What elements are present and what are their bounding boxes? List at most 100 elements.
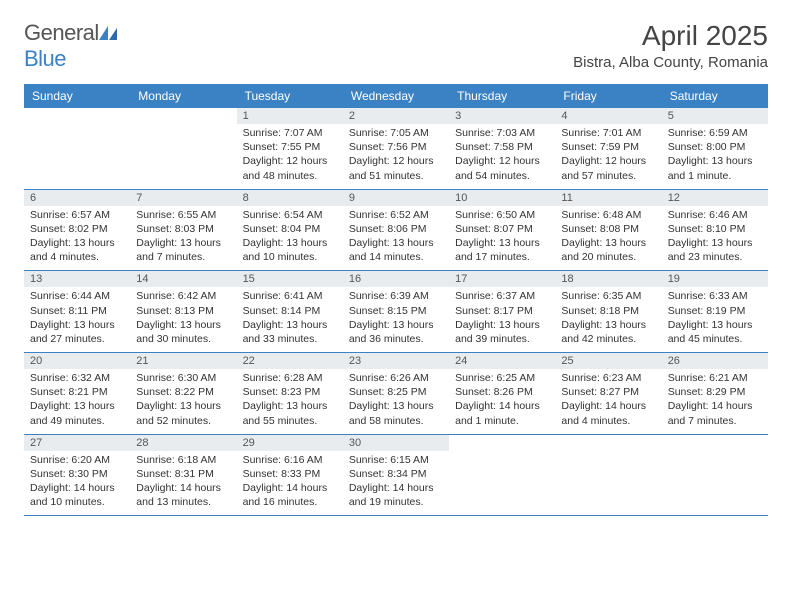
location-text: Bistra, Alba County, Romania [573, 54, 768, 71]
day-details: Sunrise: 6:42 AMSunset: 8:13 PMDaylight:… [130, 289, 236, 352]
day-details: Sunrise: 6:52 AMSunset: 8:06 PMDaylight:… [343, 208, 449, 271]
day-details: Sunrise: 6:26 AMSunset: 8:25 PMDaylight:… [343, 371, 449, 434]
calendar-day-cell: 19Sunrise: 6:33 AMSunset: 8:19 PMDayligh… [662, 271, 768, 353]
weekday-header: Wednesday [343, 84, 449, 108]
day-number: 10 [449, 190, 555, 206]
day-details: Sunrise: 6:25 AMSunset: 8:26 PMDaylight:… [449, 371, 555, 434]
calendar-day-cell: 15Sunrise: 6:41 AMSunset: 8:14 PMDayligh… [237, 271, 343, 353]
calendar-day-cell: 23Sunrise: 6:26 AMSunset: 8:25 PMDayligh… [343, 353, 449, 435]
day-details: Sunrise: 6:23 AMSunset: 8:27 PMDaylight:… [555, 371, 661, 434]
day-number: 13 [24, 271, 130, 287]
day-number: 25 [555, 353, 661, 369]
calendar-day-cell: 8 Sunrise: 6:54 AMSunset: 8:04 PMDaylight… [237, 189, 343, 271]
calendar-day-cell: 17Sunrise: 6:37 AMSunset: 8:17 PMDayligh… [449, 271, 555, 353]
day-details: Sunrise: 7:03 AMSunset: 7:58 PMDaylight:… [449, 126, 555, 189]
day-number: 2 [343, 108, 449, 124]
calendar-day-cell: 9 Sunrise: 6:52 AMSunset: 8:06 PMDaylight… [343, 189, 449, 271]
day-details: Sunrise: 6:30 AMSunset: 8:22 PMDaylight:… [130, 371, 236, 434]
calendar-week-row: 20 Sunrise: 6:32 AMSunset: 8:21 PMDayligh… [24, 353, 768, 435]
day-details: Sunrise: 6:28 AMSunset: 8:23 PMDaylight:… [237, 371, 343, 434]
calendar-day-cell: 25 Sunrise: 6:23 AMSunset: 8:27 PMDayligh… [555, 353, 661, 435]
calendar-day-cell: 7 Sunrise: 6:55 AMSunset: 8:03 PMDaylight… [130, 189, 236, 271]
calendar-empty-cell [449, 434, 555, 516]
day-number: 24 [449, 353, 555, 369]
day-number: 21 [130, 353, 236, 369]
calendar-body: 1 Sunrise: 7:07 AMSunset: 7:55 PMDaylight… [24, 108, 768, 516]
weekday-header: Thursday [449, 84, 555, 108]
calendar-week-row: 13 Sunrise: 6:44 AMSunset: 8:11 PMDayligh… [24, 271, 768, 353]
day-details: Sunrise: 7:07 AMSunset: 7:55 PMDaylight:… [237, 126, 343, 189]
logo-text-blue: Blue [24, 46, 66, 71]
calendar-table: SundayMondayTuesdayWednesdayThursdayFrid… [24, 84, 768, 516]
day-details: Sunrise: 7:01 AMSunset: 7:59 PMDaylight:… [555, 126, 661, 189]
day-number: 4 [555, 108, 661, 124]
calendar-week-row: 27Sunrise: 6:20 AMSunset: 8:30 PMDayligh… [24, 434, 768, 516]
calendar-day-cell: 3 Sunrise: 7:03 AMSunset: 7:58 PMDaylight… [449, 108, 555, 189]
day-number: 7 [130, 190, 236, 206]
day-number: 20 [24, 353, 130, 369]
day-details: Sunrise: 6:48 AMSunset: 8:08 PMDaylight:… [555, 208, 661, 271]
day-number: 27 [24, 435, 130, 451]
day-number: 26 [662, 353, 768, 369]
weekday-header: Friday [555, 84, 661, 108]
calendar-day-cell: 16Sunrise: 6:39 AMSunset: 8:15 PMDayligh… [343, 271, 449, 353]
calendar-day-cell: 18Sunrise: 6:35 AMSunset: 8:18 PMDayligh… [555, 271, 661, 353]
calendar-week-row: 1 Sunrise: 7:07 AMSunset: 7:55 PMDaylight… [24, 108, 768, 189]
day-number: 9 [343, 190, 449, 206]
day-details: Sunrise: 6:54 AMSunset: 8:04 PMDaylight:… [237, 208, 343, 271]
sail-icon [99, 26, 117, 40]
calendar-day-cell: 26 Sunrise: 6:21 AMSunset: 8:29 PMDayligh… [662, 353, 768, 435]
calendar-day-cell: 11 Sunrise: 6:48 AMSunset: 8:08 PMDayligh… [555, 189, 661, 271]
day-details: Sunrise: 6:21 AMSunset: 8:29 PMDaylight:… [662, 371, 768, 434]
day-number: 5 [662, 108, 768, 124]
logo-text: GeneralBlue [24, 20, 117, 72]
calendar-day-cell: 12 Sunrise: 6:46 AMSunset: 8:10 PMDayligh… [662, 189, 768, 271]
weekday-header: Monday [130, 84, 236, 108]
calendar-day-cell: 13 Sunrise: 6:44 AMSunset: 8:11 PMDayligh… [24, 271, 130, 353]
calendar-day-cell: 20 Sunrise: 6:32 AMSunset: 8:21 PMDayligh… [24, 353, 130, 435]
day-details: Sunrise: 6:41 AMSunset: 8:14 PMDaylight:… [237, 289, 343, 352]
weekday-header: Saturday [662, 84, 768, 108]
day-number: 12 [662, 190, 768, 206]
day-number: 11 [555, 190, 661, 206]
day-number: 22 [237, 353, 343, 369]
day-number: 16 [343, 271, 449, 287]
calendar-day-cell: 14Sunrise: 6:42 AMSunset: 8:13 PMDayligh… [130, 271, 236, 353]
calendar-day-cell: 24 Sunrise: 6:25 AMSunset: 8:26 PMDayligh… [449, 353, 555, 435]
day-details: Sunrise: 7:05 AMSunset: 7:56 PMDaylight:… [343, 126, 449, 189]
day-number: 30 [343, 435, 449, 451]
calendar-empty-cell [555, 434, 661, 516]
day-number: 29 [237, 435, 343, 451]
header: GeneralBlue April 2025 Bistra, Alba Coun… [24, 20, 768, 72]
day-details: Sunrise: 6:46 AMSunset: 8:10 PMDaylight:… [662, 208, 768, 271]
calendar-header-row: SundayMondayTuesdayWednesdayThursdayFrid… [24, 84, 768, 108]
day-number: 19 [662, 271, 768, 287]
calendar-day-cell: 21 Sunrise: 6:30 AMSunset: 8:22 PMDayligh… [130, 353, 236, 435]
title-block: April 2025 Bistra, Alba County, Romania [573, 20, 768, 71]
calendar-day-cell: 27Sunrise: 6:20 AMSunset: 8:30 PMDayligh… [24, 434, 130, 516]
logo-text-general: General [24, 20, 99, 45]
day-number: 8 [237, 190, 343, 206]
page-title: April 2025 [573, 20, 768, 52]
day-number: 1 [237, 108, 343, 124]
logo: GeneralBlue [24, 20, 117, 72]
day-number: 3 [449, 108, 555, 124]
day-details: Sunrise: 6:32 AMSunset: 8:21 PMDaylight:… [24, 371, 130, 434]
day-number: 6 [24, 190, 130, 206]
day-details: Sunrise: 6:37 AMSunset: 8:17 PMDaylight:… [449, 289, 555, 352]
calendar-empty-cell [24, 108, 130, 189]
day-details: Sunrise: 6:55 AMSunset: 8:03 PMDaylight:… [130, 208, 236, 271]
calendar-day-cell: 22 Sunrise: 6:28 AMSunset: 8:23 PMDayligh… [237, 353, 343, 435]
day-details: Sunrise: 6:59 AMSunset: 8:00 PMDaylight:… [662, 126, 768, 189]
calendar-day-cell: 29 Sunrise: 6:16 AMSunset: 8:33 PMDayligh… [237, 434, 343, 516]
calendar-day-cell: 4 Sunrise: 7:01 AMSunset: 7:59 PMDaylight… [555, 108, 661, 189]
day-details: Sunrise: 6:57 AMSunset: 8:02 PMDaylight:… [24, 208, 130, 271]
weekday-header: Sunday [24, 84, 130, 108]
calendar-day-cell: 2 Sunrise: 7:05 AMSunset: 7:56 PMDaylight… [343, 108, 449, 189]
calendar-day-cell: 1 Sunrise: 7:07 AMSunset: 7:55 PMDaylight… [237, 108, 343, 189]
day-details: Sunrise: 6:18 AMSunset: 8:31 PMDaylight:… [130, 453, 236, 516]
day-details: Sunrise: 6:44 AMSunset: 8:11 PMDaylight:… [24, 289, 130, 352]
calendar-week-row: 6 Sunrise: 6:57 AMSunset: 8:02 PMDaylight… [24, 189, 768, 271]
calendar-day-cell: 10Sunrise: 6:50 AMSunset: 8:07 PMDayligh… [449, 189, 555, 271]
day-details: Sunrise: 6:16 AMSunset: 8:33 PMDaylight:… [237, 453, 343, 516]
